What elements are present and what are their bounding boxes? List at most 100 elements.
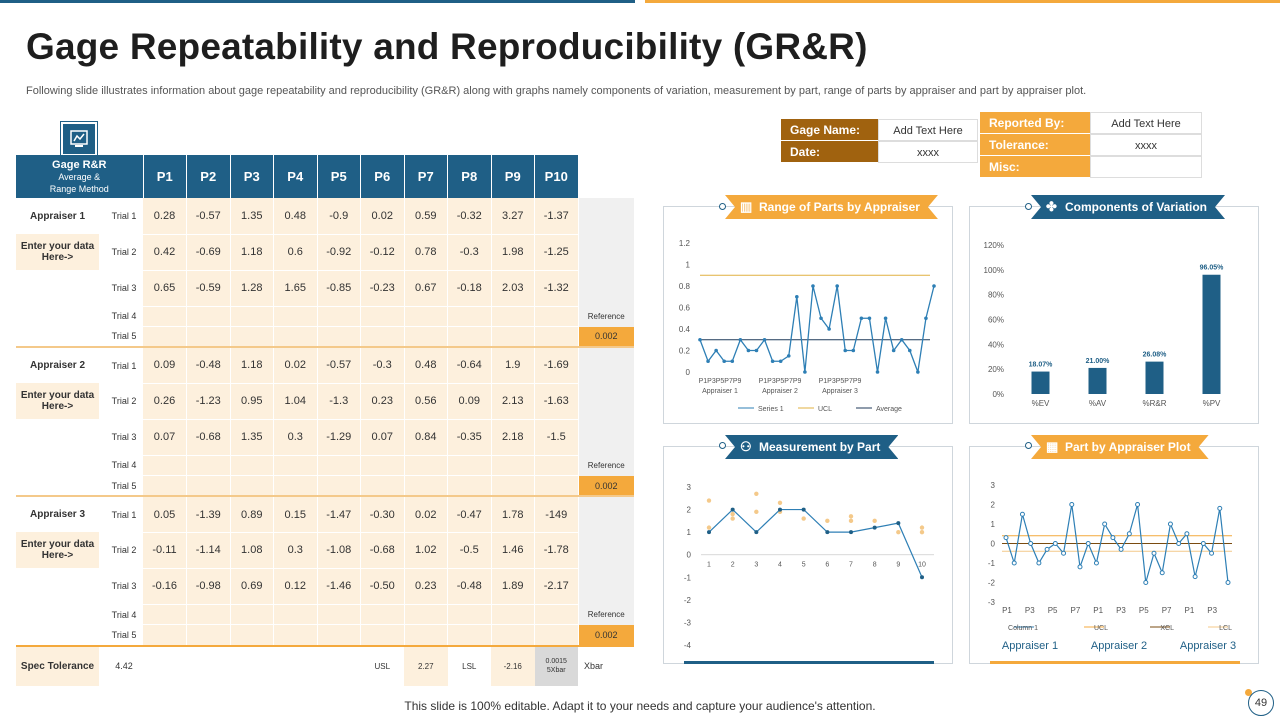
info-value-field[interactable]: xxxx bbox=[1090, 134, 1202, 156]
value-cell[interactable]: -0.5 bbox=[447, 532, 492, 569]
value-cell[interactable]: 0.59 bbox=[404, 198, 448, 235]
value-cell[interactable] bbox=[534, 475, 579, 497]
value-cell[interactable] bbox=[230, 326, 274, 348]
value-cell[interactable] bbox=[360, 604, 405, 626]
value-cell[interactable]: -0.69 bbox=[186, 234, 231, 271]
value-cell[interactable]: 1.35 bbox=[230, 198, 274, 235]
value-cell[interactable] bbox=[491, 455, 535, 477]
value-cell[interactable] bbox=[273, 326, 318, 348]
value-cell[interactable]: 0.23 bbox=[360, 383, 405, 420]
value-cell[interactable]: 1.08 bbox=[230, 532, 274, 569]
value-cell[interactable] bbox=[491, 326, 535, 348]
value-cell[interactable] bbox=[534, 455, 579, 477]
value-cell[interactable] bbox=[273, 604, 318, 626]
value-cell[interactable]: 1.02 bbox=[404, 532, 448, 569]
value-cell[interactable] bbox=[404, 475, 448, 497]
value-cell[interactable]: 2.03 bbox=[491, 270, 535, 307]
value-cell[interactable]: -1.23 bbox=[186, 383, 231, 420]
value-cell[interactable] bbox=[186, 604, 231, 626]
info-value-field[interactable]: Add Text Here bbox=[1090, 112, 1202, 134]
value-cell[interactable] bbox=[186, 455, 231, 477]
value-cell[interactable]: -0.98 bbox=[186, 568, 231, 605]
value-cell[interactable] bbox=[360, 326, 405, 348]
value-cell[interactable]: -0.9 bbox=[317, 198, 361, 235]
value-cell[interactable]: -0.3 bbox=[447, 234, 492, 271]
info-value-field[interactable] bbox=[1090, 156, 1202, 178]
value-cell[interactable]: -0.50 bbox=[360, 568, 405, 605]
value-cell[interactable]: 1.89 bbox=[491, 568, 535, 605]
value-cell[interactable] bbox=[534, 624, 579, 647]
value-cell[interactable]: 0.05 bbox=[143, 495, 187, 533]
value-cell[interactable] bbox=[143, 306, 187, 328]
value-cell[interactable] bbox=[534, 306, 579, 328]
value-cell[interactable]: 0.28 bbox=[143, 198, 187, 235]
value-cell[interactable] bbox=[186, 475, 231, 497]
value-cell[interactable]: 0.48 bbox=[404, 346, 448, 384]
value-cell[interactable] bbox=[491, 306, 535, 328]
value-cell[interactable] bbox=[230, 306, 274, 328]
value-cell[interactable]: -1.5 bbox=[534, 419, 579, 456]
value-cell[interactable] bbox=[360, 475, 405, 497]
value-cell[interactable] bbox=[186, 326, 231, 348]
value-cell[interactable]: 0.95 bbox=[230, 383, 274, 420]
enter-data-cell[interactable]: Enter your data Here-> bbox=[16, 383, 99, 420]
value-cell[interactable]: 0.15 bbox=[273, 495, 318, 533]
value-cell[interactable]: -1.46 bbox=[317, 568, 361, 605]
value-cell[interactable]: 0.07 bbox=[360, 419, 405, 456]
value-cell[interactable]: 1.28 bbox=[230, 270, 274, 307]
value-cell[interactable] bbox=[360, 455, 405, 477]
value-cell[interactable]: 0.02 bbox=[404, 495, 448, 533]
value-cell[interactable] bbox=[143, 326, 187, 348]
value-cell[interactable]: -0.16 bbox=[143, 568, 187, 605]
value-cell[interactable]: -0.35 bbox=[447, 419, 492, 456]
value-cell[interactable]: -0.64 bbox=[447, 346, 492, 384]
value-cell[interactable]: 0.42 bbox=[143, 234, 187, 271]
value-cell[interactable] bbox=[404, 604, 448, 626]
value-cell[interactable]: 0.09 bbox=[447, 383, 492, 420]
value-cell[interactable]: 0.26 bbox=[143, 383, 187, 420]
value-cell[interactable]: 0.89 bbox=[230, 495, 274, 533]
value-cell[interactable] bbox=[273, 475, 318, 497]
value-cell[interactable]: -0.47 bbox=[447, 495, 492, 533]
value-cell[interactable]: -0.48 bbox=[447, 568, 492, 605]
value-cell[interactable]: -1.29 bbox=[317, 419, 361, 456]
value-cell[interactable] bbox=[491, 475, 535, 497]
value-cell[interactable] bbox=[317, 604, 361, 626]
value-cell[interactable]: 1.35 bbox=[230, 419, 274, 456]
value-cell[interactable] bbox=[360, 624, 405, 647]
value-cell[interactable]: -0.12 bbox=[360, 234, 405, 271]
value-cell[interactable] bbox=[230, 475, 274, 497]
value-cell[interactable] bbox=[447, 326, 492, 348]
value-cell[interactable] bbox=[317, 624, 361, 647]
value-cell[interactable]: 0.69 bbox=[230, 568, 274, 605]
value-cell[interactable] bbox=[447, 455, 492, 477]
value-cell[interactable]: -0.92 bbox=[317, 234, 361, 271]
value-cell[interactable] bbox=[230, 455, 274, 477]
value-cell[interactable]: 2.13 bbox=[491, 383, 535, 420]
value-cell[interactable] bbox=[273, 306, 318, 328]
info-value-field[interactable]: xxxx bbox=[878, 141, 978, 163]
info-value-field[interactable]: Add Text Here bbox=[878, 119, 978, 141]
value-cell[interactable]: 1.65 bbox=[273, 270, 318, 307]
value-cell[interactable]: -1.37 bbox=[534, 198, 579, 235]
value-cell[interactable]: 0.12 bbox=[273, 568, 318, 605]
value-cell[interactable] bbox=[186, 306, 231, 328]
value-cell[interactable]: 0.65 bbox=[143, 270, 187, 307]
value-cell[interactable]: -1.14 bbox=[186, 532, 231, 569]
value-cell[interactable]: 2.18 bbox=[491, 419, 535, 456]
value-cell[interactable]: 0.3 bbox=[273, 419, 318, 456]
value-cell[interactable]: 1.46 bbox=[491, 532, 535, 569]
value-cell[interactable]: 1.98 bbox=[491, 234, 535, 271]
value-cell[interactable]: 1.18 bbox=[230, 234, 274, 271]
value-cell[interactable]: -2.17 bbox=[534, 568, 579, 605]
value-cell[interactable]: 1.78 bbox=[491, 495, 535, 533]
enter-data-cell[interactable]: Enter your data Here-> bbox=[16, 532, 99, 569]
value-cell[interactable]: -0.18 bbox=[447, 270, 492, 307]
value-cell[interactable]: -0.68 bbox=[186, 419, 231, 456]
value-cell[interactable] bbox=[143, 475, 187, 497]
value-cell[interactable] bbox=[447, 604, 492, 626]
value-cell[interactable] bbox=[317, 326, 361, 348]
value-cell[interactable] bbox=[273, 624, 318, 647]
value-cell[interactable]: -1.69 bbox=[534, 346, 579, 384]
value-cell[interactable]: 1.18 bbox=[230, 346, 274, 384]
